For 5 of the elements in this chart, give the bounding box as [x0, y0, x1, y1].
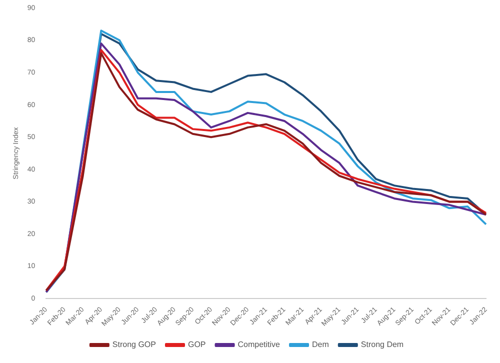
- legend-label: GOP: [188, 340, 206, 350]
- legend-label: Competitive: [238, 340, 281, 350]
- legend-label: Dem: [312, 340, 330, 350]
- legend-label: Strong GOP: [112, 340, 156, 350]
- legend-label: Strong Dem: [360, 340, 404, 350]
